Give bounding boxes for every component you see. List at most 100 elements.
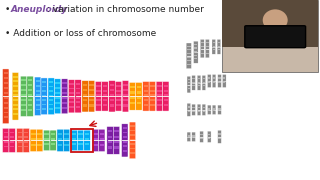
- Bar: [130, 148, 135, 149]
- Bar: [31, 138, 36, 140]
- Bar: [130, 143, 135, 145]
- Bar: [144, 85, 148, 87]
- Bar: [219, 108, 221, 110]
- Bar: [55, 87, 60, 89]
- Bar: [36, 109, 40, 111]
- FancyBboxPatch shape: [122, 81, 129, 112]
- Bar: [69, 87, 74, 89]
- Bar: [213, 42, 215, 43]
- Bar: [89, 99, 94, 101]
- Bar: [130, 139, 135, 140]
- FancyBboxPatch shape: [202, 104, 206, 115]
- Bar: [28, 80, 32, 81]
- Bar: [55, 107, 60, 109]
- Bar: [108, 146, 112, 148]
- FancyBboxPatch shape: [9, 128, 15, 152]
- FancyBboxPatch shape: [23, 128, 29, 152]
- Bar: [123, 136, 127, 138]
- FancyBboxPatch shape: [218, 75, 221, 87]
- Bar: [37, 138, 42, 140]
- Bar: [76, 106, 80, 108]
- Bar: [96, 104, 101, 106]
- Bar: [21, 109, 26, 111]
- Bar: [188, 79, 190, 80]
- Bar: [187, 46, 191, 47]
- Bar: [37, 144, 42, 146]
- Bar: [49, 86, 53, 87]
- Bar: [36, 99, 40, 101]
- FancyBboxPatch shape: [44, 130, 50, 151]
- Bar: [194, 47, 197, 49]
- Bar: [103, 85, 107, 87]
- FancyBboxPatch shape: [122, 124, 128, 157]
- Bar: [213, 82, 215, 83]
- Bar: [69, 83, 74, 85]
- FancyBboxPatch shape: [194, 41, 198, 63]
- Bar: [130, 102, 135, 104]
- Bar: [21, 104, 26, 106]
- FancyBboxPatch shape: [27, 76, 33, 116]
- Bar: [164, 90, 168, 91]
- Bar: [96, 90, 101, 91]
- Bar: [188, 135, 190, 137]
- Bar: [187, 64, 191, 65]
- Bar: [4, 107, 8, 109]
- Bar: [13, 99, 18, 101]
- Bar: [4, 112, 8, 113]
- Bar: [200, 134, 203, 135]
- Bar: [144, 90, 148, 91]
- Bar: [188, 85, 190, 86]
- Bar: [28, 104, 32, 106]
- Bar: [4, 72, 8, 74]
- Bar: [18, 141, 22, 143]
- Bar: [100, 138, 104, 140]
- Text: Aneuploidy: Aneuploidy: [10, 5, 68, 14]
- Bar: [198, 82, 200, 83]
- Bar: [36, 85, 40, 87]
- Bar: [83, 84, 87, 86]
- Bar: [144, 94, 148, 96]
- Bar: [93, 133, 98, 135]
- Bar: [13, 113, 18, 115]
- Bar: [18, 136, 22, 138]
- Bar: [150, 85, 155, 87]
- Bar: [203, 110, 205, 112]
- Bar: [219, 133, 221, 135]
- FancyBboxPatch shape: [3, 128, 9, 152]
- Bar: [193, 85, 195, 86]
- Bar: [206, 46, 209, 47]
- Bar: [164, 104, 168, 106]
- Bar: [116, 85, 121, 87]
- Bar: [58, 144, 62, 146]
- Bar: [116, 99, 121, 101]
- Bar: [201, 42, 204, 43]
- FancyBboxPatch shape: [48, 78, 54, 115]
- Bar: [208, 108, 211, 110]
- Bar: [44, 134, 49, 136]
- Bar: [150, 104, 155, 106]
- Bar: [13, 109, 18, 110]
- Bar: [96, 85, 101, 87]
- FancyBboxPatch shape: [50, 130, 56, 151]
- Text: : variation in chromosome number: : variation in chromosome number: [47, 5, 204, 14]
- Bar: [188, 88, 190, 89]
- Bar: [44, 143, 49, 145]
- Bar: [198, 78, 200, 79]
- Bar: [108, 130, 112, 132]
- Bar: [213, 49, 215, 50]
- FancyBboxPatch shape: [192, 104, 195, 115]
- Bar: [103, 90, 107, 91]
- Bar: [78, 138, 83, 140]
- FancyBboxPatch shape: [88, 81, 95, 112]
- Bar: [36, 104, 40, 106]
- Bar: [76, 83, 80, 85]
- Bar: [10, 136, 14, 138]
- FancyBboxPatch shape: [12, 73, 19, 120]
- FancyBboxPatch shape: [217, 39, 221, 54]
- FancyBboxPatch shape: [17, 128, 23, 152]
- Bar: [42, 103, 46, 105]
- FancyBboxPatch shape: [61, 79, 68, 114]
- Bar: [51, 134, 55, 136]
- Bar: [164, 99, 168, 101]
- FancyBboxPatch shape: [20, 76, 27, 116]
